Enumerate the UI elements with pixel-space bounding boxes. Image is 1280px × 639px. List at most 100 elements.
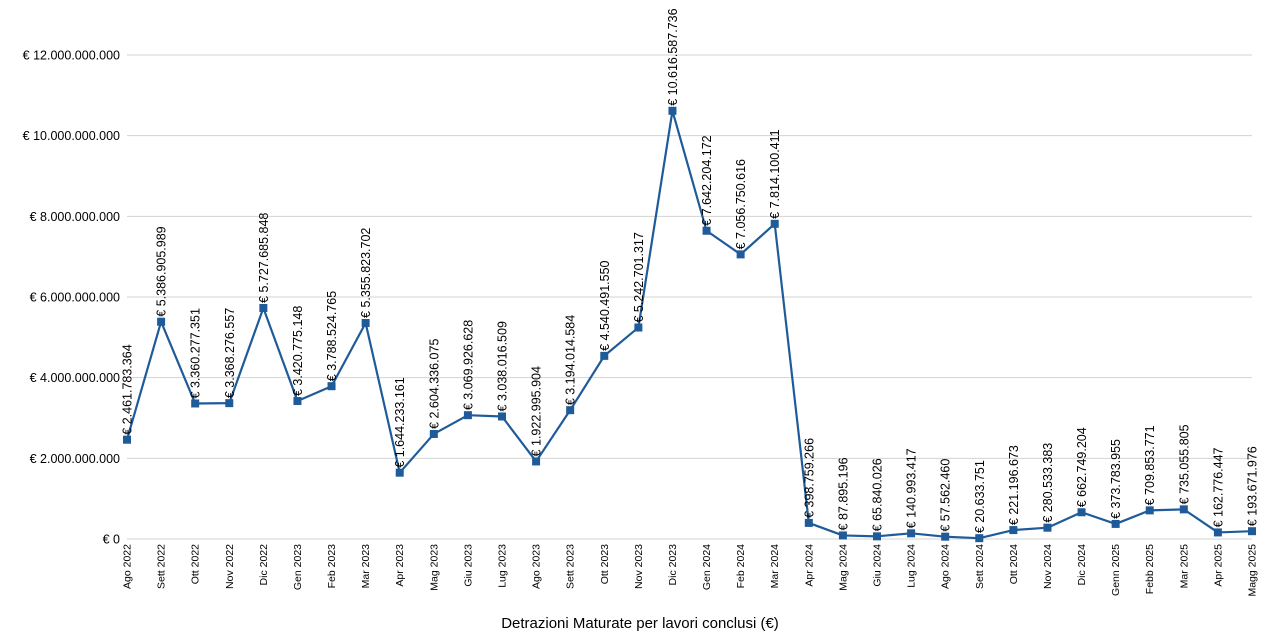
data-label: € 3.194.014.584 (564, 315, 578, 405)
data-label: € 3.038.016.509 (496, 321, 510, 411)
data-point (566, 406, 575, 415)
data-point (634, 323, 643, 332)
data-point (498, 412, 506, 421)
data-label: € 20.633.751 (973, 460, 987, 533)
data-label: € 662.749.204 (1075, 427, 1089, 507)
data-point (975, 534, 984, 543)
data-label: € 10.616.587.736 (666, 8, 680, 105)
x-tick-label: Apr 2024 (803, 544, 815, 587)
x-tick-label: Magg 2025 (1247, 544, 1259, 597)
data-point (600, 351, 609, 360)
x-tick-label: Lug 2024 (906, 544, 918, 588)
x-tick-label: Mag 2023 (428, 544, 440, 591)
data-label: € 65.840.026 (871, 458, 885, 531)
data-label: € 5.386.905.989 (155, 226, 169, 316)
y-tick-label: € 6.000.000.000 (30, 291, 120, 305)
data-label: € 140.993.417 (905, 448, 919, 528)
data-label: € 2.604.336.075 (427, 339, 441, 429)
data-point (259, 303, 268, 312)
y-tick-label: € 10.000.000.000 (23, 129, 120, 143)
x-tick-label: Giu 2023 (462, 544, 474, 587)
x-tick-label: Ago 2023 (531, 544, 543, 589)
data-point (191, 399, 200, 408)
x-tick-label: Gen 2024 (701, 544, 713, 590)
data-point (1043, 523, 1052, 532)
y-tick-label: € 4.000.000.000 (30, 371, 120, 385)
data-label: € 3.360.277.351 (189, 308, 203, 398)
data-point (157, 317, 166, 326)
data-label: € 87.895.196 (836, 457, 850, 530)
data-label: € 7.814.100.411 (768, 129, 782, 218)
x-tick-label: Lug 2023 (497, 544, 509, 588)
data-label: € 3.069.926.628 (461, 320, 475, 410)
data-point (361, 318, 370, 327)
data-label: € 193.671.976 (1246, 446, 1260, 526)
data-point (1145, 506, 1154, 515)
data-point (1009, 526, 1018, 535)
y-tick-label: € 12.000.000.000 (23, 49, 120, 63)
data-point (702, 226, 711, 235)
data-label: € 221.196.673 (1007, 445, 1021, 525)
data-point (1111, 519, 1120, 528)
data-point (1077, 508, 1086, 517)
data-point (1179, 505, 1188, 514)
x-tick-label: Apr 2023 (394, 544, 406, 587)
data-point (327, 382, 336, 391)
data-label: € 1.644.233.161 (393, 377, 407, 467)
data-point (907, 529, 916, 538)
x-tick-label: Mag 2024 (837, 544, 849, 591)
data-point (225, 399, 234, 408)
x-tick-label: Ott 2023 (599, 544, 611, 584)
x-tick-label: Gen 2023 (292, 544, 304, 590)
x-tick-label: Mar 2025 (1178, 544, 1190, 589)
data-label: € 7.642.204.172 (700, 135, 714, 225)
x-tick-label: Ott 2024 (1008, 544, 1020, 584)
x-tick-label: Genn 2025 (1110, 544, 1122, 596)
x-tick-label: Sett 2022 (156, 544, 168, 589)
y-tick-label: € 0 (103, 533, 120, 547)
data-label: € 2.461.783.364 (121, 344, 135, 434)
data-point (668, 106, 677, 115)
data-label: € 4.540.491.550 (598, 260, 612, 350)
data-point (941, 532, 950, 541)
x-tick-label: Sett 2024 (974, 544, 986, 589)
x-tick-label: Dic 2022 (258, 544, 270, 586)
data-label: € 5.355.823.702 (359, 228, 373, 318)
data-label: € 3.368.276.557 (223, 308, 237, 398)
data-point (1213, 528, 1222, 537)
data-label: € 398.759.266 (802, 438, 816, 518)
x-axis-tick-labels: Ago 2022 Sett 2022 Ott 2022 Nov 2022 Dic 202… (122, 544, 1259, 597)
data-point (770, 219, 779, 228)
data-label: € 709.853.771 (1143, 425, 1157, 505)
data-point (736, 250, 745, 259)
data-point (123, 435, 131, 444)
data-label: € 3.788.524.765 (325, 291, 339, 381)
data-point-markers (123, 106, 1256, 543)
x-tick-label: Ago 2024 (940, 544, 952, 589)
x-tick-label: Ago 2022 (122, 544, 134, 589)
x-tick-label: Giu 2024 (872, 544, 884, 587)
data-label: € 3.420.775.148 (291, 306, 305, 396)
x-tick-label: Nov 2022 (224, 544, 236, 589)
data-label: € 5.727.685.848 (257, 213, 271, 303)
x-tick-label: Dic 2024 (1076, 544, 1088, 586)
data-label: € 57.562.460 (939, 459, 953, 532)
data-label: € 7.056.750.616 (734, 159, 748, 249)
x-tick-label: Sett 2023 (565, 544, 577, 589)
data-point (838, 531, 847, 540)
y-tick-label: € 2.000.000.000 (30, 452, 120, 466)
x-tick-label: Dic 2023 (667, 544, 679, 586)
data-point (395, 468, 404, 477)
data-point (873, 532, 881, 541)
data-label: € 162.776.447 (1211, 447, 1225, 527)
data-label: € 280.533.383 (1041, 443, 1055, 523)
x-tick-label: Nov 2023 (633, 544, 645, 589)
x-axis-title: Detrazioni Maturate per lavori conclusi … (501, 615, 779, 632)
x-tick-label: Mar 2023 (360, 544, 372, 589)
data-label: € 5.242.701.317 (632, 232, 646, 322)
data-point (532, 457, 541, 466)
data-point (293, 397, 302, 406)
data-point (429, 429, 438, 438)
data-point (463, 411, 472, 420)
data-label: € 373.783.955 (1109, 439, 1123, 519)
